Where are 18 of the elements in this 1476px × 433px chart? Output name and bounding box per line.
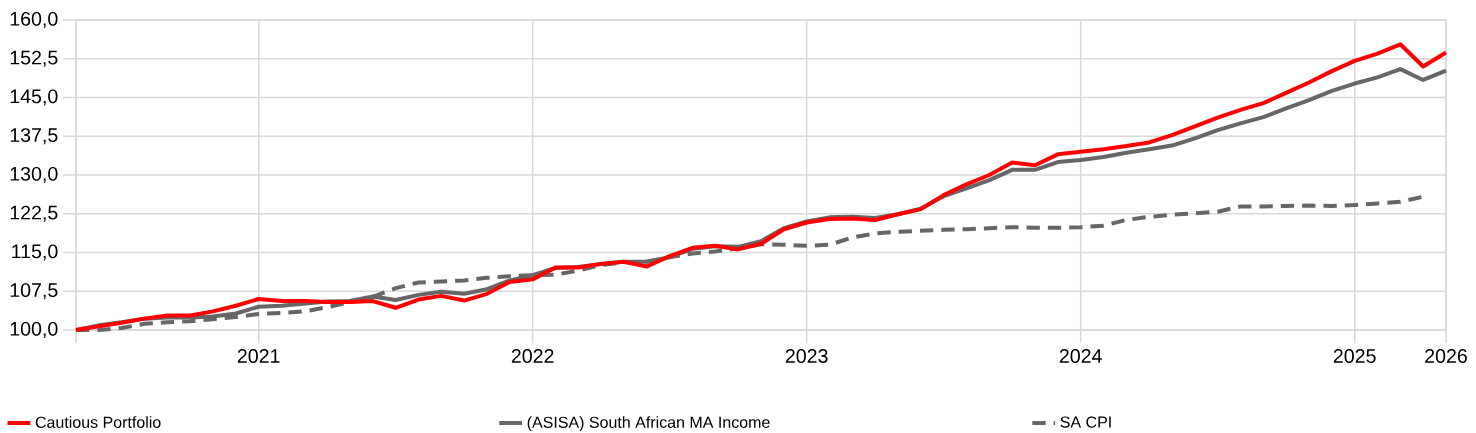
y-tick-label: 160,0 <box>10 11 58 29</box>
x-tick-label: 2022 <box>511 349 554 363</box>
y-tick-label: 130,0 <box>10 166 58 184</box>
y-tick-label: 115,0 <box>12 244 58 261</box>
x-tick-label: 2025 <box>1333 349 1376 363</box>
x-tick-label: 2026 <box>1425 349 1467 363</box>
y-tick-label: 107,5 <box>10 283 58 300</box>
x-tick-label: 2024 <box>1059 349 1102 363</box>
x-tick-label: 2021 <box>237 349 280 363</box>
y-tick-label: 145,0 <box>10 89 58 106</box>
y-tick-label: 122,5 <box>10 205 58 222</box>
legend-label: Cautious Portfolio <box>35 416 161 428</box>
y-tick-label: 137,5 <box>10 128 58 145</box>
legend-label: SA CPI <box>1060 416 1111 428</box>
y-tick-label: 100,0 <box>10 321 58 339</box>
legend-label: (ASISA) South African MA Income <box>527 416 770 432</box>
x-tick-label: 2023 <box>785 349 828 363</box>
y-tick-label: 152,5 <box>10 50 58 67</box>
